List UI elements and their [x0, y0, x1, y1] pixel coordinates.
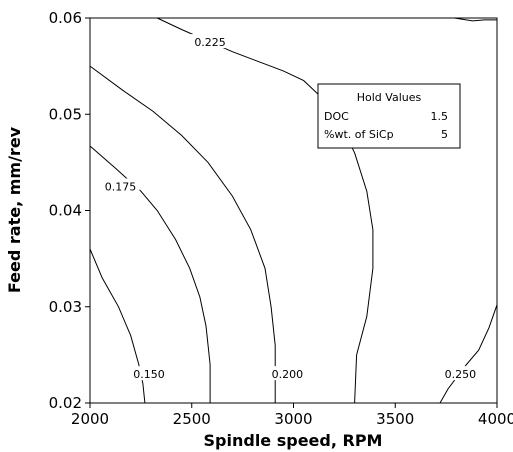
x-axis-title: Spindle speed, RPM: [204, 431, 383, 450]
hold-values-row-value: 1.5: [431, 110, 449, 123]
hold-values-title: Hold Values: [357, 91, 422, 104]
contour-label: 0.225: [194, 36, 226, 49]
x-tick-label: 3000: [274, 410, 312, 428]
y-tick-label: 0.03: [49, 298, 82, 316]
x-axis: 2000 2500 3000 3500 4000: [71, 403, 513, 428]
y-tick-label: 0.06: [49, 9, 82, 27]
y-axis: 0.02 0.03 0.04 0.05 0.06: [49, 9, 90, 412]
contour-line: [89, 248, 146, 404]
y-tick-label: 0.05: [49, 105, 82, 123]
x-tick-label: 2000: [71, 410, 109, 428]
contour-label-bg: [191, 34, 230, 49]
contour-label-bg: [130, 366, 169, 381]
x-tick-label: 2500: [173, 410, 211, 428]
y-tick-label: 0.04: [49, 202, 82, 220]
hold-values-row-name: %wt. of SiCp: [324, 128, 394, 141]
contour-label-bg: [101, 178, 140, 193]
hold-values-box: Hold Values DOC 1.5 %wt. of SiCp 5: [317, 83, 461, 149]
hold-values-frame: [317, 83, 461, 149]
contour-label: 0.150: [133, 368, 165, 381]
plot-frame: [89, 17, 498, 404]
hold-values-row-name: DOC: [324, 110, 349, 123]
contour-line: [439, 304, 498, 404]
x-tick-label: 3500: [376, 410, 414, 428]
contour-line: [454, 17, 497, 22]
contour-line: [89, 65, 276, 403]
x-tick-label: 4000: [478, 410, 513, 428]
contour-labels: 0.150 0.175 0.200 0.225 0.250: [101, 34, 480, 381]
plot-area: 0.150 0.175 0.200 0.225 0.250: [89, 17, 498, 404]
y-tick-label: 0.02: [49, 394, 82, 412]
contour-label: 0.175: [105, 180, 137, 193]
contour-label: 0.250: [445, 368, 477, 381]
hold-values-row-value: 5: [441, 128, 448, 141]
y-axis-title: Feed rate, mm/rev: [5, 126, 24, 293]
contour-label-bg: [441, 366, 480, 381]
contour-label: 0.200: [272, 368, 304, 381]
contour-label-bg: [268, 366, 307, 381]
